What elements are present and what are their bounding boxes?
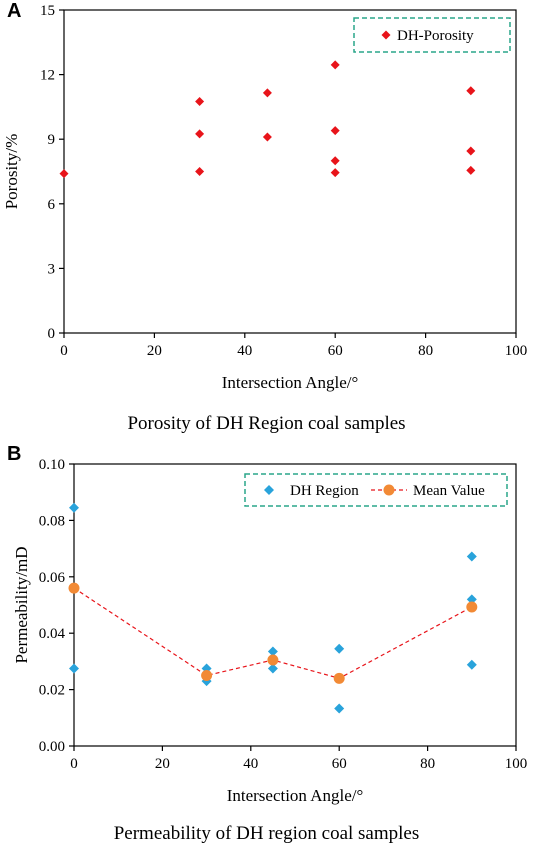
legend-label: DH Region — [290, 483, 359, 499]
x-axis-label: Intersection Angle/° — [222, 373, 359, 392]
x-tick-label: 80 — [418, 343, 433, 359]
legend-marker — [383, 484, 395, 496]
y-tick-label: 15 — [40, 3, 55, 19]
x-tick-label: 0 — [70, 756, 78, 772]
data-point — [69, 663, 79, 674]
x-tick-label: 20 — [147, 343, 162, 359]
legend-box — [244, 473, 508, 507]
legend-label: DH-Porosity — [397, 28, 474, 44]
x-tick-label: 40 — [243, 756, 258, 772]
y-tick-label: 0 — [48, 326, 56, 342]
x-tick-label: 60 — [328, 343, 343, 359]
x-tick-label: 100 — [505, 756, 528, 772]
data-point — [262, 88, 272, 98]
data-point — [466, 146, 476, 156]
y-tick-label: 0.08 — [39, 513, 65, 529]
y-tick-label: 6 — [48, 197, 56, 213]
data-point — [466, 86, 476, 96]
data-point — [334, 703, 345, 714]
mean-point — [267, 654, 279, 666]
plot-frame — [73, 463, 517, 747]
x-tick-label: 0 — [60, 343, 68, 359]
porosity-caption: Porosity of DH Region coal samples — [127, 413, 406, 434]
legend-marker — [381, 30, 391, 40]
legend-marker — [264, 485, 274, 495]
data-point — [330, 156, 340, 166]
y-tick-label: 0.10 — [39, 457, 65, 473]
data-point — [466, 659, 477, 670]
mean-point — [201, 670, 213, 681]
data-point — [267, 663, 278, 674]
data-point — [195, 167, 205, 176]
y-tick-label: 0.04 — [39, 626, 66, 642]
permeability-caption: Permeability of DH region coal samples — [113, 823, 420, 844]
mean-point — [68, 582, 80, 594]
data-point — [330, 168, 340, 178]
y-tick-label: 0.06 — [39, 570, 66, 586]
data-point — [195, 97, 205, 107]
data-point — [466, 594, 477, 605]
data-point — [267, 646, 278, 657]
data-point — [330, 60, 340, 70]
data-point — [466, 551, 477, 562]
y-axis-label: Porosity/% — [2, 134, 21, 210]
x-tick-label: 20 — [155, 756, 170, 772]
y-tick-label: 12 — [40, 68, 55, 84]
y-tick-label: 0.02 — [39, 683, 65, 699]
y-tick-label: 0.00 — [39, 739, 65, 755]
y-tick-label: 3 — [48, 261, 56, 277]
x-tick-label: 40 — [237, 343, 252, 359]
data-point — [262, 132, 272, 142]
mean-point — [333, 672, 345, 684]
panel-b-letter: B — [7, 443, 22, 465]
x-tick-label: 60 — [332, 756, 347, 772]
x-tick-label: 100 — [505, 343, 528, 359]
y-tick-label: 9 — [48, 132, 56, 148]
data-point — [59, 169, 69, 179]
legend-box — [353, 17, 511, 53]
data-point — [334, 643, 345, 654]
y-axis-label: Permeability/mD — [12, 546, 31, 663]
data-point — [69, 502, 79, 513]
mean-point — [466, 601, 478, 613]
x-tick-label: 80 — [420, 756, 435, 772]
data-point — [330, 126, 340, 136]
legend-label: Mean Value — [413, 483, 485, 499]
x-axis-label: Intersection Angle/° — [227, 786, 364, 805]
panel-a-letter: A — [7, 0, 22, 22]
data-point — [195, 129, 205, 139]
data-point — [466, 165, 476, 175]
